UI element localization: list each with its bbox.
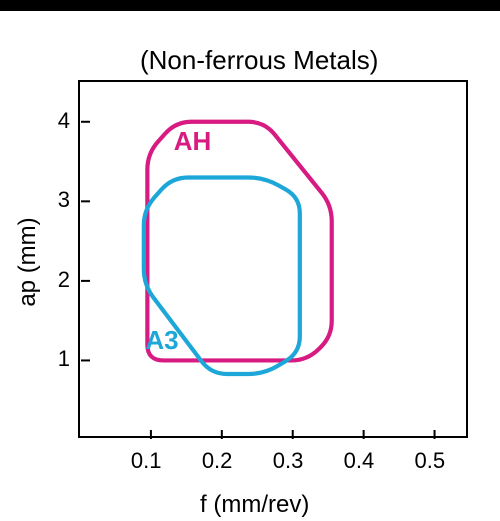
plot-svg xyxy=(80,82,470,440)
plot-area xyxy=(78,80,468,438)
series-label-ah: AH xyxy=(174,126,212,157)
y-tick-label: 4 xyxy=(50,108,70,134)
y-tick-label: 1 xyxy=(50,346,70,372)
x-tick-label: 0.2 xyxy=(202,448,233,474)
x-tick-label: 0.1 xyxy=(131,448,162,474)
series-label-a3: A3 xyxy=(145,325,178,356)
page: (Non-ferrous Metals) f (mm/rev) ap (mm) … xyxy=(0,0,500,521)
y-tick-label: 2 xyxy=(50,267,70,293)
y-axis-label: ap (mm) xyxy=(14,212,42,312)
chart-heading: (Non-ferrous Metals) xyxy=(140,45,378,76)
x-tick-label: 0.3 xyxy=(273,448,304,474)
x-tick-label: 0.5 xyxy=(415,448,446,474)
y-tick-label: 3 xyxy=(50,187,70,213)
top-black-bar xyxy=(0,0,500,11)
x-axis-label: f (mm/rev) xyxy=(200,491,309,519)
x-tick-label: 0.4 xyxy=(344,448,375,474)
